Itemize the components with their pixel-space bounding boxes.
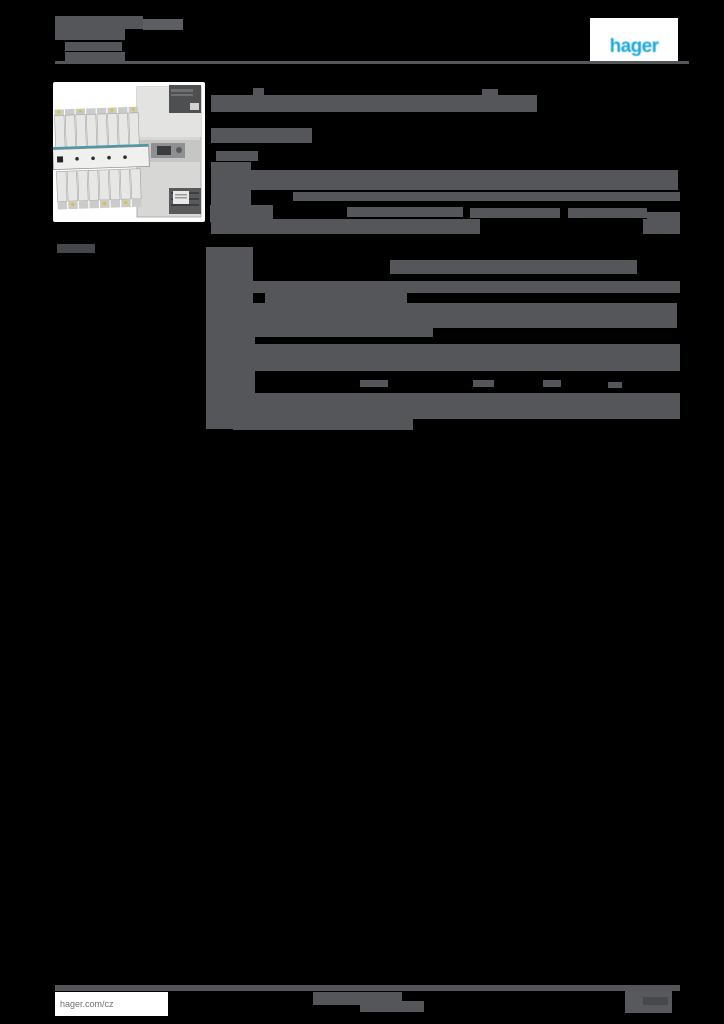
content-text-block (293, 192, 680, 201)
footer-rule (55, 985, 680, 991)
content-text-block (255, 344, 680, 371)
modular-breaker-row (52, 106, 150, 210)
content-text-block (543, 380, 561, 387)
footer-page-box-inner (643, 997, 668, 1005)
content-text-block (253, 281, 680, 293)
footer-site-label: hager.com/cz (60, 998, 114, 1009)
content-text-block (218, 170, 678, 190)
content-text-block (473, 380, 494, 387)
content-text-block (216, 151, 258, 161)
footer-site-box[interactable]: hager.com/cz (55, 992, 168, 1016)
content-text-block (390, 260, 637, 274)
header-text-block (55, 16, 143, 29)
content-text-block (643, 219, 680, 234)
product-photo (52, 82, 205, 222)
content-title-block (482, 89, 498, 97)
content-title-block (253, 88, 264, 96)
content-text-block (210, 393, 680, 419)
content-text-block (347, 207, 463, 217)
content-text-block (225, 303, 677, 328)
content-text-block (265, 293, 407, 303)
header-rule (55, 61, 689, 64)
content-text-block (360, 380, 388, 387)
product-photo-graphic (52, 82, 205, 222)
footer-text-block (360, 1001, 424, 1012)
content-text-block (608, 382, 622, 388)
hager-logo-text: hager (609, 36, 659, 57)
content-text-block (568, 208, 647, 218)
header-text-block (65, 52, 125, 63)
product-caption-block (57, 244, 95, 253)
content-title-block (211, 95, 537, 112)
content-text-block (211, 219, 480, 234)
header-text-block (55, 29, 125, 40)
hager-logo: hager (590, 18, 678, 61)
header-text-block (65, 42, 122, 51)
content-text-block (647, 212, 680, 223)
content-text-block (210, 205, 273, 222)
content-title-block (211, 128, 312, 143)
content-text-block (470, 208, 560, 218)
header-text-block (143, 19, 183, 30)
content-text-block (233, 419, 413, 430)
content-text-block (237, 328, 433, 337)
